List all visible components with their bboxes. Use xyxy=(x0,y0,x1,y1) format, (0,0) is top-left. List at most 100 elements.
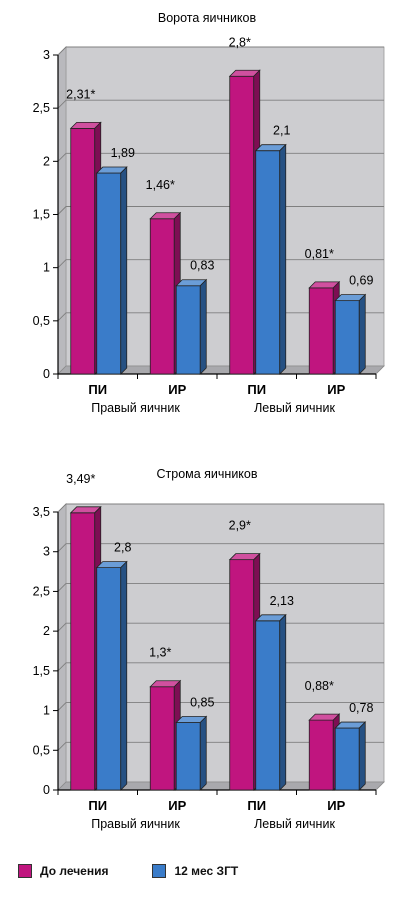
chart2-bar-front xyxy=(255,620,281,791)
chart2-ytick-label: 0,5 xyxy=(33,743,50,757)
chart1-data-label: 2,31* xyxy=(66,87,95,101)
chart1-bar-series2 xyxy=(175,278,208,375)
chart1-group-label: Правый яичник xyxy=(91,401,180,415)
chart2-bar-series2 xyxy=(254,613,287,791)
chart2-group-label: Левый яичник xyxy=(254,817,335,831)
chart2-category-label: ПИ xyxy=(247,798,266,813)
chart2-data-label: 3,49* xyxy=(66,472,95,486)
chart2-bar-front xyxy=(229,559,255,791)
chart1-bar-series1 xyxy=(149,211,182,375)
chart2-data-label: 0,78 xyxy=(349,701,373,715)
chart1-data-label: 0,83 xyxy=(190,259,214,273)
chart1-bar-series2 xyxy=(95,166,128,375)
chart2-data-label: 0,85 xyxy=(190,695,214,709)
chart1-data-label: 1,89 xyxy=(111,146,135,160)
chart1-ytick-label: 3 xyxy=(43,48,50,62)
chart1-title: Ворота яичников xyxy=(158,11,257,25)
chart2-gridline xyxy=(57,543,384,553)
chart1-bar-series2 xyxy=(334,293,367,375)
chart1-bar-side xyxy=(358,293,366,375)
chart1-ytick-label: 1 xyxy=(43,261,50,275)
chart1-category-label: ПИ xyxy=(247,382,266,397)
legend-label-series2: 12 мес ЗГТ xyxy=(174,864,239,878)
chart2: Строма яичников 0 0,5 1 1,5 2 2,5 3 3,5 3,49* 2,8 П… xyxy=(33,467,385,831)
chart1-bar-series1 xyxy=(69,121,102,375)
chart2-side-wall xyxy=(57,503,67,791)
chart2-group-label: Правый яичник xyxy=(91,817,180,831)
chart2-ytick-label: 0 xyxy=(43,783,50,797)
chart2-bar-series2 xyxy=(334,721,367,791)
chart1-bar-series1 xyxy=(308,280,341,375)
chart1-ytick-label: 0,5 xyxy=(33,314,50,328)
chart2-bar-front xyxy=(334,727,360,791)
chart1-bar-front xyxy=(175,285,201,375)
chart2-data-label: 2,13 xyxy=(270,594,294,608)
chart2-bar-series1 xyxy=(308,713,341,791)
chart2-bar-front xyxy=(175,722,201,791)
legend-item-series2: 12 мес ЗГТ xyxy=(152,864,238,878)
chart2-title: Строма яичников xyxy=(156,467,257,481)
chart2-bar-front xyxy=(70,512,96,791)
chart1-bar-front xyxy=(96,172,122,375)
chart1-bar-series1 xyxy=(228,69,261,375)
chart1-ytick-label: 0 xyxy=(43,367,50,381)
chart2-bar-series2 xyxy=(95,560,128,791)
chart2-bar-front xyxy=(149,686,175,791)
chart2-ytick-label: 1 xyxy=(43,704,50,718)
chart2-bar-front xyxy=(308,719,334,791)
legend-label-series1: До лечения xyxy=(40,864,109,878)
chart2-bar-side xyxy=(199,715,207,791)
chart1-bar-front xyxy=(255,150,281,375)
chart2-category-label: ИР xyxy=(168,798,186,813)
legend-swatch-series2 xyxy=(152,864,167,878)
chart1-data-label: 0,81* xyxy=(305,247,334,261)
chart1-category-label: ПИ xyxy=(88,382,107,397)
chart1-bar-front xyxy=(70,127,96,375)
chart1-ytick-label: 1,5 xyxy=(33,208,50,222)
chart2-category-label: ИР xyxy=(327,798,345,813)
legend-item-series1: До лечения xyxy=(18,864,108,878)
chart2-data-label: 0,88* xyxy=(305,679,334,693)
chart2-bar-series1 xyxy=(228,552,261,791)
chart1-bar-front xyxy=(149,218,175,375)
chart2-ytick-label: 1,5 xyxy=(33,664,50,678)
chart2-bar-series1 xyxy=(149,679,182,791)
chart2-data-label: 2,8 xyxy=(114,541,131,555)
chart1-ytick-label: 2 xyxy=(43,154,50,168)
legend-swatch-series1 xyxy=(18,864,32,878)
chart2-bar-side xyxy=(358,721,366,791)
chart2-bar-side xyxy=(120,560,128,791)
chart2-data-label: 1,3* xyxy=(149,646,171,660)
chart2-gridline xyxy=(57,582,384,592)
chart1-data-label: 2,1 xyxy=(273,124,290,138)
chart2-bar-side xyxy=(279,613,287,791)
chart1-bar-front xyxy=(334,300,360,375)
chart2-gridline xyxy=(57,503,384,513)
chart1-gridline xyxy=(57,46,384,56)
chart2-ytick-label: 3 xyxy=(43,545,50,559)
chart1-category-label: ИР xyxy=(168,382,186,397)
chart2-bar-series1 xyxy=(69,505,102,791)
chart1-bar-side xyxy=(199,278,207,375)
chart1-category-label: ИР xyxy=(327,382,345,397)
chart1-data-label: 1,46* xyxy=(146,178,175,192)
chart1-bar-front xyxy=(229,75,255,375)
chart1-data-label: 2,8* xyxy=(229,35,251,49)
chart2-bar-front xyxy=(96,567,122,791)
chart1: Ворота яичников 0 0,5 1 1,5 2 2,5 3 2,31* 1,89 ПИ 1… xyxy=(33,11,385,415)
chart2-ytick-label: 3,5 xyxy=(33,505,50,519)
chart1-bar-series2 xyxy=(254,143,287,375)
chart1-bar-side xyxy=(120,166,128,375)
chart2-bar-series2 xyxy=(175,715,208,791)
chart1-bar-side xyxy=(279,143,287,375)
chart1-gridline xyxy=(57,99,384,109)
chart1-bar-front xyxy=(308,287,334,375)
chart2-ytick-label: 2,5 xyxy=(33,584,50,598)
chart1-data-label: 0,69 xyxy=(349,274,373,288)
chart2-ytick-label: 2 xyxy=(43,624,50,638)
chart1-group-label: Левый яичник xyxy=(254,401,335,415)
legend: До лечения 12 мес ЗГТ xyxy=(18,864,238,878)
chart2-category-label: ПИ xyxy=(88,798,107,813)
chart1-ytick-label: 2,5 xyxy=(33,101,50,115)
